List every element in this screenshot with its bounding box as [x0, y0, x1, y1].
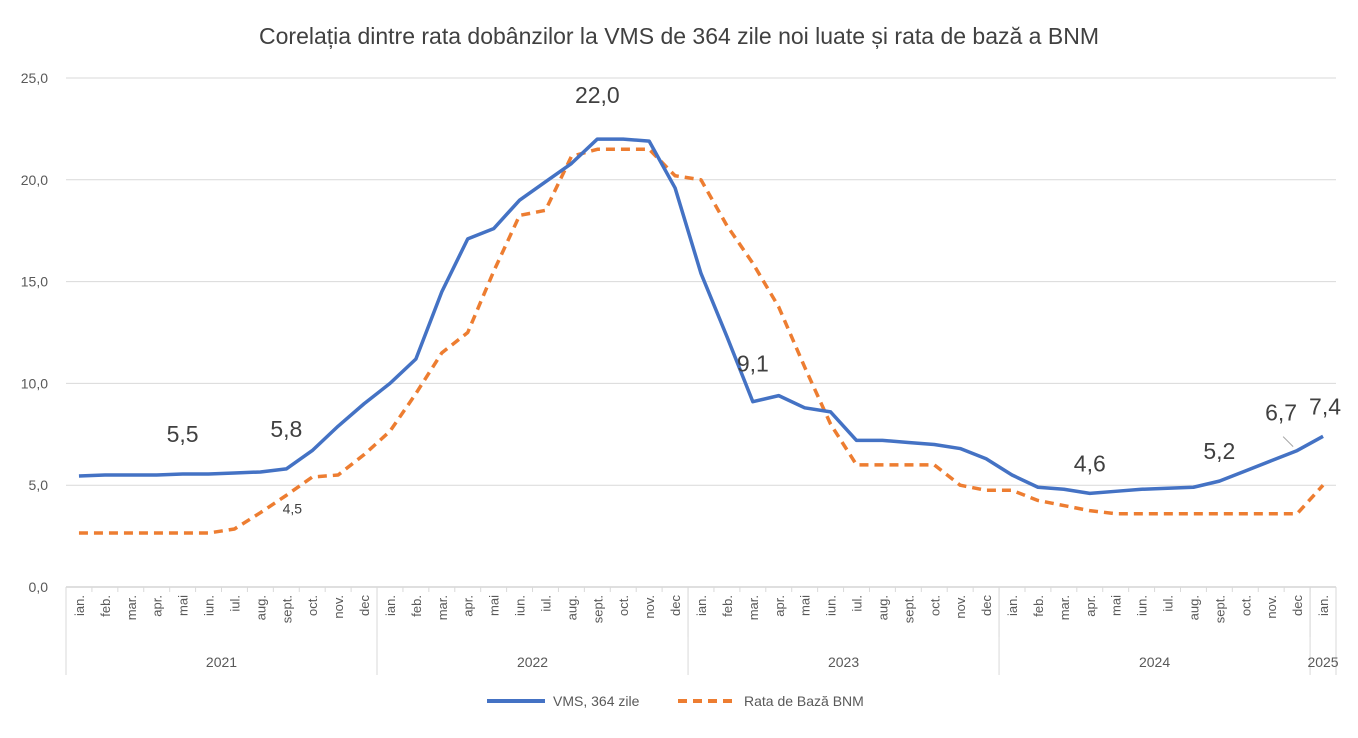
y-tick-label: 0,0: [29, 579, 49, 595]
x-tick-label: dec: [357, 595, 372, 616]
x-tick-label: nov.: [953, 595, 968, 619]
data-label: 4,6: [1074, 450, 1106, 476]
data-labels: 5,5 5,8 4,5 22,0 9,1 4,6 5,2 6,7 7,4: [167, 82, 1342, 516]
x-tick-label: feb.: [720, 595, 735, 617]
x-tick-label: sept.: [279, 595, 294, 623]
x-tick-label: oct.: [305, 595, 320, 616]
legend-label-vms: VMS, 364 zile: [553, 693, 640, 709]
x-tick-label: iun.: [513, 595, 528, 616]
x-tick-label: iun.: [824, 595, 839, 616]
x-tick-label: dec: [1290, 595, 1305, 616]
data-label: 22,0: [575, 82, 620, 108]
x-tick-label: iul.: [538, 595, 553, 612]
year-label: 2023: [828, 654, 859, 670]
data-label: 9,1: [737, 351, 769, 377]
x-tick-label: aug.: [1186, 595, 1201, 620]
x-tick-label: apr.: [772, 595, 787, 617]
x-tick-label: aug.: [564, 595, 579, 620]
x-tick-label: ian.: [72, 595, 87, 616]
x-axis: ian. feb. mar. apr. mai iun. iul. aug. sept. oct.…: [65, 587, 1339, 675]
data-label: 4,5: [283, 500, 303, 516]
x-tick-label: mar.: [1057, 595, 1072, 620]
x-tick-label: ian.: [1005, 595, 1020, 616]
x-tick-label: apr.: [150, 595, 165, 617]
data-label: 5,8: [270, 416, 302, 442]
x-tick-label: iun.: [1135, 595, 1150, 616]
x-tick-label: mai: [487, 595, 502, 616]
x-tick-label: aug.: [875, 595, 890, 620]
x-tick-label: sept.: [901, 595, 916, 623]
x-tick-label: apr.: [1083, 595, 1098, 617]
x-tick-label: oct.: [927, 595, 942, 616]
x-tick-label: dec: [668, 595, 683, 616]
legend-label-bnm: Rata de Bază BNM: [744, 693, 864, 709]
data-label-leader-line: [1282, 436, 1294, 447]
x-tick-label: nov.: [331, 595, 346, 619]
y-tick-label: 25,0: [21, 70, 48, 86]
y-axis-ticks: 0,0 5,0 10,0 15,0 20,0 25,0: [21, 70, 48, 595]
x-tick-label: oct.: [1238, 595, 1253, 616]
y-tick-label: 15,0: [21, 274, 48, 290]
series-line-rata-baza-bnm: [78, 147, 1325, 535]
x-tick-label: ian.: [383, 595, 398, 616]
x-tick-label: nov.: [1264, 595, 1279, 619]
year-label: 2025: [1307, 654, 1338, 670]
data-label: 6,7: [1265, 400, 1297, 426]
x-tick-label: sept.: [1212, 595, 1227, 623]
x-tick-label: apr.: [461, 595, 476, 617]
x-tick-label: aug.: [253, 595, 268, 620]
x-tick-label: oct.: [616, 595, 631, 616]
y-tick-label: 10,0: [21, 375, 48, 391]
x-tick-label: feb.: [98, 595, 113, 617]
x-tick-label: mar.: [435, 595, 450, 620]
x-tick-label: dec: [979, 595, 994, 616]
x-tick-label: mai: [798, 595, 813, 616]
data-label: 5,5: [167, 421, 199, 447]
x-tick-label: sept.: [590, 595, 605, 623]
x-tick-label: iun.: [202, 595, 217, 616]
series-lines: [78, 137, 1325, 535]
x-tick-label: ian.: [694, 595, 709, 616]
y-tick-label: 20,0: [21, 172, 48, 188]
year-label: 2021: [206, 654, 237, 670]
series-line-vms-364: [78, 137, 1324, 496]
x-tick-label: nov.: [642, 595, 657, 619]
chart-title: Corelația dintre rata dobânzilor la VMS …: [259, 23, 1099, 49]
x-tick-label: mar.: [746, 595, 761, 620]
x-tick-label: mar.: [124, 595, 139, 620]
data-label: 5,2: [1203, 438, 1235, 464]
x-tick-label: mai: [176, 595, 191, 616]
x-tick-label: feb.: [409, 595, 424, 617]
data-label: 7,4: [1309, 393, 1341, 419]
x-tick-label: ian.: [1316, 595, 1331, 616]
year-label: 2024: [1139, 654, 1170, 670]
x-tick-label: mai: [1109, 595, 1124, 616]
x-tick-label: iul.: [850, 595, 865, 612]
legend: VMS, 364 zile Rata de Bază BNM: [487, 693, 864, 709]
y-tick-label: 5,0: [29, 477, 49, 493]
x-tick-label: feb.: [1031, 595, 1046, 617]
x-tick-label: iul.: [227, 595, 242, 612]
x-tick-label: iul.: [1161, 595, 1176, 612]
year-label: 2022: [517, 654, 548, 670]
